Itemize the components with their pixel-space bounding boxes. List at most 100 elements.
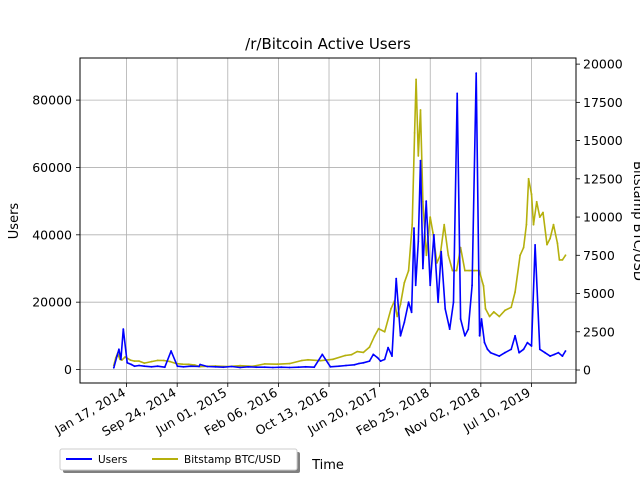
legend-box — [59, 448, 298, 471]
data-point-0 — [518, 351, 520, 354]
data-point-0 — [440, 250, 443, 253]
data-point-1 — [368, 346, 371, 348]
data-point-1 — [156, 359, 159, 362]
data-point-0 — [116, 355, 118, 357]
data-point-0 — [239, 366, 242, 369]
data-point-0 — [170, 350, 173, 352]
data-point-1 — [484, 307, 487, 310]
data-point-0 — [329, 365, 332, 368]
data-point-0 — [214, 365, 217, 368]
data-point-1 — [403, 281, 406, 284]
data-point-1 — [162, 359, 165, 362]
data-point-1 — [519, 254, 521, 257]
y2-tick-label: 2500 — [583, 324, 615, 339]
data-point-0 — [376, 356, 379, 359]
data-point-0 — [263, 366, 266, 369]
data-point-0 — [190, 365, 192, 368]
data-point-0 — [399, 334, 402, 337]
data-point-0 — [437, 301, 439, 304]
data-point-0 — [557, 351, 560, 354]
data-point-1 — [415, 78, 417, 81]
data-point-0 — [534, 244, 536, 246]
data-point-0 — [199, 363, 202, 366]
grid-lines — [80, 58, 576, 383]
data-point-0 — [338, 365, 340, 368]
data-point-1 — [498, 315, 501, 318]
data-point-1 — [319, 359, 322, 362]
y-tick-label: 20000 — [32, 295, 72, 310]
y2-tick-label: 7500 — [583, 248, 615, 263]
data-point-0 — [112, 366, 115, 369]
data-point-1 — [350, 353, 353, 356]
data-point-1 — [451, 269, 454, 272]
data-point-0 — [459, 318, 462, 320]
data-point-1 — [193, 364, 196, 366]
data-point-1 — [464, 269, 466, 272]
data-point-1 — [522, 246, 525, 249]
data-point-1 — [549, 237, 551, 240]
data-point-0 — [198, 365, 200, 368]
data-point-1 — [473, 269, 476, 272]
data-point-0 — [444, 308, 447, 310]
data-point-0 — [493, 353, 496, 356]
data-point-0 — [504, 351, 506, 354]
y2-axis-title: Bitstamp BTC/USD — [630, 161, 640, 281]
y2-tick-label: 20000 — [583, 57, 623, 72]
data-point-0 — [345, 364, 347, 367]
data-point-0 — [255, 366, 258, 369]
data-point-1 — [425, 254, 428, 257]
data-point-1 — [558, 259, 561, 261]
data-point-1 — [546, 243, 548, 246]
data-point-0 — [182, 365, 185, 368]
data-point-1 — [552, 223, 555, 226]
y-tick-label: 60000 — [32, 160, 72, 175]
data-point-0 — [429, 284, 432, 287]
data-point-1 — [443, 223, 446, 226]
data-point-1 — [525, 223, 528, 226]
data-point-0 — [413, 227, 415, 230]
data-point-0 — [118, 348, 120, 351]
data-point-0 — [138, 364, 141, 367]
data-point-0 — [544, 351, 546, 354]
data-point-0 — [452, 301, 455, 304]
data-point-1 — [344, 354, 347, 357]
data-point-1 — [429, 216, 432, 219]
y2-tick-label: 10000 — [583, 210, 623, 225]
data-point-1 — [422, 200, 424, 203]
data-point-0 — [425, 200, 428, 203]
data-point-0 — [489, 351, 492, 354]
data-point-1 — [482, 285, 485, 287]
data-point-1 — [432, 231, 434, 234]
data-point-1 — [276, 363, 279, 366]
data-point-1 — [396, 315, 399, 318]
data-point-1 — [407, 269, 410, 272]
data-point-0 — [422, 267, 424, 270]
data-point-0 — [313, 366, 316, 369]
data-point-0 — [176, 365, 179, 368]
data-point-0 — [483, 341, 486, 344]
data-point-0 — [456, 92, 459, 95]
data-point-1 — [133, 360, 136, 362]
data-point-1 — [362, 351, 365, 354]
data-point-1 — [556, 242, 559, 245]
plot-frame — [79, 57, 577, 384]
y-axis-right: 0 2500 5000 7500 10000 12500 15000 17500 20000 — [576, 57, 623, 378]
data-point-0 — [391, 355, 393, 357]
data-point-0 — [156, 365, 159, 368]
data-point-1 — [307, 358, 309, 361]
data-point-0 — [464, 334, 466, 337]
data-point-0 — [530, 345, 533, 347]
data-point-0 — [486, 348, 489, 351]
y2-tick-label: 5000 — [583, 286, 615, 301]
data-point-1 — [169, 360, 172, 363]
data-point-1 — [413, 132, 416, 134]
data-point-0 — [120, 358, 122, 361]
data-point-0 — [130, 363, 133, 366]
data-point-0 — [288, 366, 291, 369]
data-point-0 — [387, 346, 389, 349]
data-point-1 — [488, 315, 491, 318]
data-point-0 — [471, 284, 473, 287]
data-point-1 — [561, 259, 564, 261]
data-point-0 — [514, 334, 516, 337]
